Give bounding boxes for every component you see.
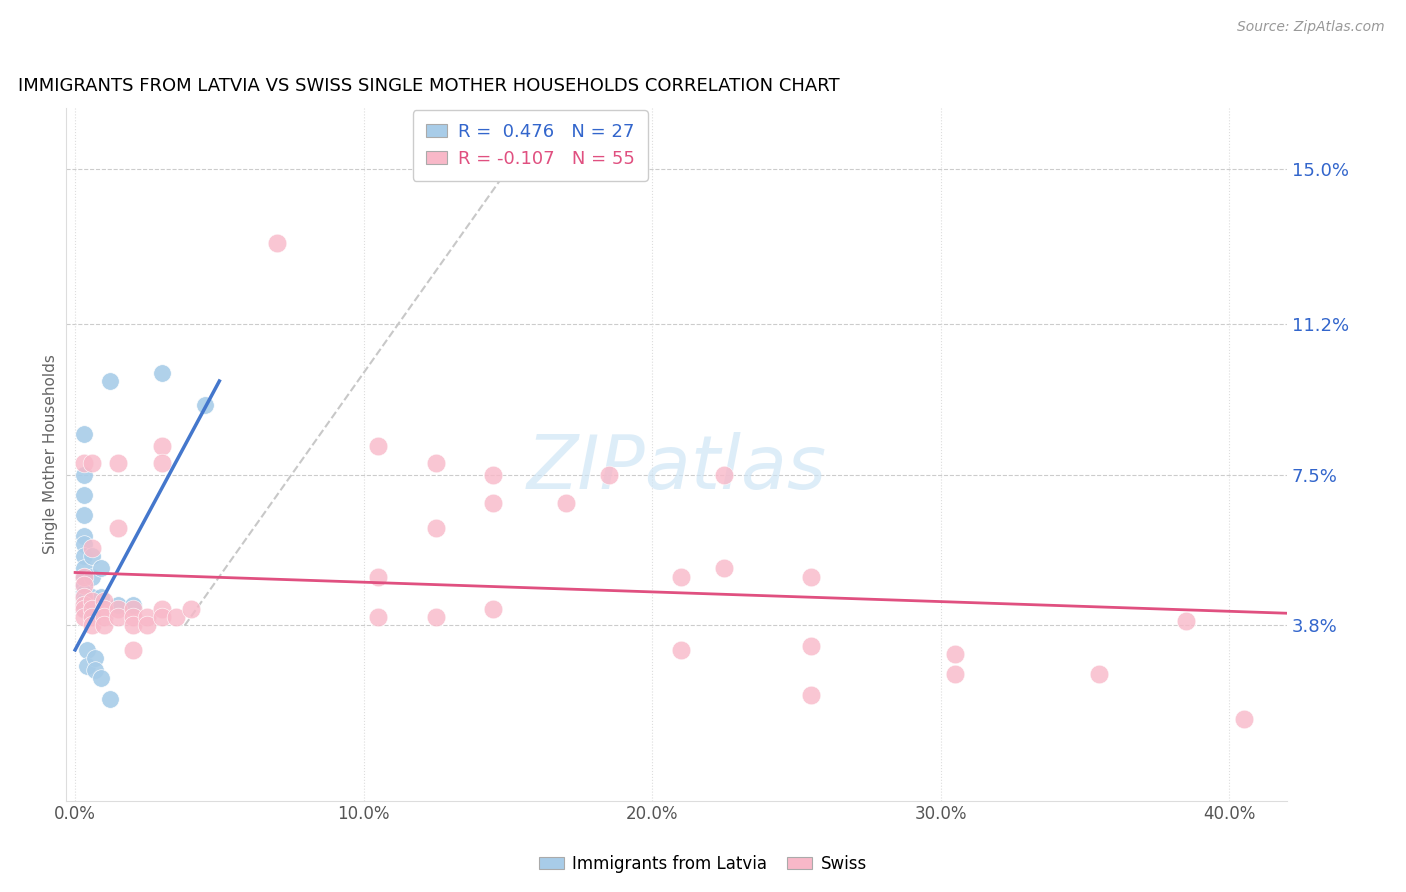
Point <box>82 541 104 555</box>
Point <box>73 508 96 523</box>
Point <box>482 496 505 510</box>
Point <box>82 456 104 470</box>
Point <box>84 663 107 677</box>
Point <box>150 456 173 470</box>
Point <box>367 569 389 583</box>
Point <box>1174 615 1197 629</box>
Point <box>554 496 576 510</box>
Point <box>82 618 104 632</box>
Point <box>107 521 129 535</box>
Point <box>73 537 96 551</box>
Point <box>482 602 505 616</box>
Point <box>73 586 96 600</box>
Point <box>107 602 129 616</box>
Point <box>98 691 121 706</box>
Point <box>90 672 112 686</box>
Point <box>598 467 620 482</box>
Point <box>73 456 96 470</box>
Point <box>136 618 159 632</box>
Point <box>107 456 129 470</box>
Point <box>425 521 447 535</box>
Point <box>73 578 96 592</box>
Point <box>76 643 98 657</box>
Y-axis label: Single Mother Households: Single Mother Households <box>44 354 58 554</box>
Point <box>73 590 96 604</box>
Point <box>1232 712 1254 726</box>
Text: Source: ZipAtlas.com: Source: ZipAtlas.com <box>1237 20 1385 34</box>
Point <box>73 590 96 604</box>
Point <box>73 488 96 502</box>
Point <box>93 618 115 632</box>
Point <box>669 569 692 583</box>
Point <box>73 467 96 482</box>
Point <box>121 598 143 612</box>
Point <box>150 366 173 380</box>
Legend: R =  0.476   N = 27, R = -0.107   N = 55: R = 0.476 N = 27, R = -0.107 N = 55 <box>413 111 648 180</box>
Point <box>713 467 735 482</box>
Point <box>82 569 104 583</box>
Point <box>90 561 112 575</box>
Point <box>84 651 107 665</box>
Point <box>73 427 96 442</box>
Point <box>367 610 389 624</box>
Point <box>73 602 96 616</box>
Point <box>76 659 98 673</box>
Point <box>73 598 96 612</box>
Point <box>90 590 112 604</box>
Point <box>82 594 104 608</box>
Point <box>82 610 104 624</box>
Point <box>73 529 96 543</box>
Point <box>1088 667 1111 681</box>
Point <box>800 569 823 583</box>
Point <box>266 235 288 250</box>
Point <box>482 467 505 482</box>
Point <box>150 602 173 616</box>
Point <box>136 610 159 624</box>
Point <box>73 549 96 564</box>
Point <box>93 610 115 624</box>
Point <box>367 439 389 453</box>
Point <box>121 618 143 632</box>
Text: ZIPatlas: ZIPatlas <box>527 433 827 504</box>
Point <box>165 610 187 624</box>
Point <box>73 594 96 608</box>
Point <box>194 399 217 413</box>
Legend: Immigrants from Latvia, Swiss: Immigrants from Latvia, Swiss <box>533 848 873 880</box>
Point <box>73 569 96 583</box>
Point <box>121 602 143 616</box>
Point <box>943 667 966 681</box>
Text: IMMIGRANTS FROM LATVIA VS SWISS SINGLE MOTHER HOUSEHOLDS CORRELATION CHART: IMMIGRANTS FROM LATVIA VS SWISS SINGLE M… <box>18 78 839 95</box>
Point <box>73 610 96 624</box>
Point <box>73 561 96 575</box>
Point <box>179 602 201 616</box>
Point <box>73 578 96 592</box>
Point <box>800 639 823 653</box>
Point <box>93 602 115 616</box>
Point <box>150 610 173 624</box>
Point <box>73 602 96 616</box>
Point <box>93 594 115 608</box>
Point <box>800 688 823 702</box>
Point <box>107 610 129 624</box>
Point <box>713 561 735 575</box>
Point <box>107 598 129 612</box>
Point <box>121 610 143 624</box>
Point <box>121 643 143 657</box>
Point <box>82 590 104 604</box>
Point <box>425 610 447 624</box>
Point <box>943 647 966 661</box>
Point <box>669 643 692 657</box>
Point <box>425 456 447 470</box>
Point <box>73 598 96 612</box>
Point <box>82 602 104 616</box>
Point <box>73 569 96 583</box>
Point <box>98 374 121 388</box>
Point <box>150 439 173 453</box>
Point <box>82 549 104 564</box>
